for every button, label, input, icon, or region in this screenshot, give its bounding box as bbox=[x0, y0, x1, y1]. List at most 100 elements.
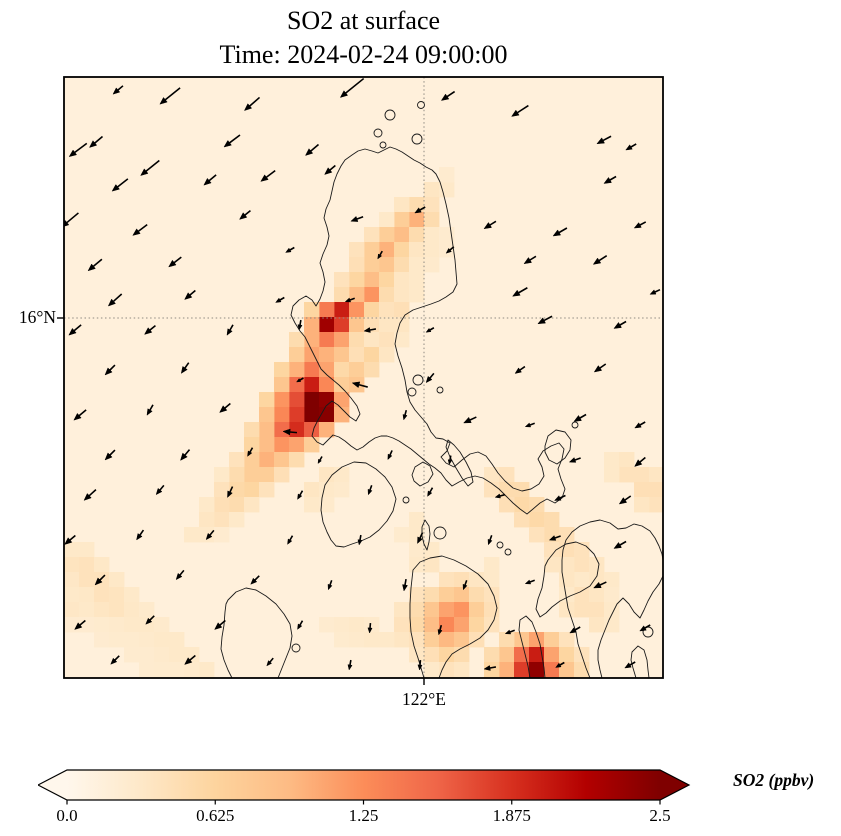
colorbar-tick-label: 1.875 bbox=[493, 806, 531, 825]
wind-arrow-head bbox=[367, 627, 373, 634]
wind-arrow-head bbox=[633, 222, 642, 229]
wind-arrow-head bbox=[111, 184, 120, 192]
wind-arrow-head bbox=[64, 219, 70, 227]
coastline bbox=[290, 146, 566, 515]
coastline bbox=[220, 587, 293, 678]
wind-arrow-shaft bbox=[145, 159, 160, 172]
wind-arrow-head bbox=[624, 662, 632, 669]
wind-arrow-head bbox=[285, 247, 292, 253]
wind-arrow-head bbox=[447, 459, 453, 466]
plot-content bbox=[64, 77, 663, 678]
wind-arrow-head bbox=[445, 247, 452, 254]
wind-arrow-head bbox=[427, 490, 433, 497]
wind-arrow-shaft bbox=[74, 142, 88, 154]
wind-arrow-shaft bbox=[419, 206, 426, 211]
wind-arrow-head bbox=[339, 90, 349, 98]
wind-arrow-shaft bbox=[599, 363, 607, 369]
wind-arrow-shaft bbox=[66, 212, 79, 224]
wind-arrow-shaft bbox=[114, 655, 120, 661]
wind-arrow-shaft bbox=[310, 143, 320, 152]
wind-arrow-shaft bbox=[88, 489, 97, 497]
coastline bbox=[320, 461, 397, 548]
wind-arrow-shaft bbox=[369, 328, 377, 331]
wind-arrow-shaft bbox=[529, 579, 535, 583]
wind-arrow-head bbox=[553, 495, 562, 501]
islet-coastline bbox=[379, 141, 387, 149]
coastline-layer bbox=[220, 101, 663, 678]
wind-arrow-shaft bbox=[139, 529, 145, 536]
wind-arrow-head bbox=[112, 87, 121, 95]
wind-arrow-shaft bbox=[619, 540, 627, 546]
wind-arrow-shaft bbox=[209, 529, 215, 536]
wind-arrow-shaft bbox=[159, 484, 165, 491]
islet-coastline bbox=[291, 643, 301, 653]
wind-arrow-head bbox=[317, 458, 322, 465]
wind-arrow-shaft bbox=[345, 77, 365, 94]
coastline bbox=[411, 461, 434, 487]
wind-arrow-shaft bbox=[489, 666, 497, 669]
wind-arrow-head bbox=[613, 542, 622, 549]
wind-arrow-head bbox=[537, 317, 546, 325]
wind-arrow-head bbox=[214, 622, 223, 630]
wind-arrow-shaft bbox=[558, 227, 568, 234]
wind-arrow-shaft bbox=[639, 221, 647, 226]
wind-arrow-head bbox=[463, 416, 472, 424]
coastline bbox=[445, 439, 474, 487]
wind-arrow-shaft bbox=[173, 256, 182, 264]
wind-arrow-head bbox=[107, 298, 116, 307]
wind-arrow-shaft bbox=[229, 486, 234, 493]
wind-arrow-shaft bbox=[299, 620, 304, 626]
wind-arrow-shaft bbox=[489, 535, 493, 541]
wind-arrow-shaft bbox=[439, 624, 443, 631]
wind-arrow-head bbox=[83, 493, 92, 501]
wind-arrow-head bbox=[548, 535, 557, 541]
wind-arrow-head bbox=[295, 378, 302, 383]
wind-arrow-shaft bbox=[517, 104, 529, 114]
wind-arrow-shaft bbox=[109, 364, 116, 371]
wind-arrows-layer bbox=[64, 77, 661, 671]
wind-arrow-head bbox=[603, 177, 612, 184]
islet-coastline bbox=[373, 128, 383, 138]
wind-arrow-head bbox=[568, 457, 577, 463]
wind-arrow-shaft bbox=[137, 223, 148, 232]
wind-arrow-head bbox=[74, 622, 83, 630]
wind-arrow-head bbox=[437, 629, 443, 636]
wind-arrow-head bbox=[132, 228, 141, 236]
wind-arrow-head bbox=[297, 324, 303, 331]
wind-arrow-shaft bbox=[112, 293, 123, 302]
wind-arrow-head bbox=[483, 665, 491, 671]
wind-arrow-head bbox=[350, 215, 359, 222]
wind-arrow-shaft bbox=[299, 319, 302, 326]
wind-arrow-shaft bbox=[224, 402, 231, 409]
wind-arrow-head bbox=[227, 490, 233, 499]
wind-arrow-head bbox=[297, 623, 303, 630]
colorbar-tick-label: 0.0 bbox=[56, 806, 77, 825]
wind-arrow-head bbox=[282, 428, 291, 436]
wind-arrow-head bbox=[618, 497, 628, 505]
wind-arrow-head bbox=[226, 328, 233, 336]
wind-arrow-head bbox=[494, 493, 501, 499]
wind-arrow-shaft bbox=[299, 490, 304, 496]
wind-arrow-shaft bbox=[179, 569, 185, 576]
wind-arrow-head bbox=[287, 538, 293, 545]
wind-arrow-head bbox=[146, 408, 153, 416]
wind-arrow-shaft bbox=[149, 324, 156, 331]
wind-arrow-head bbox=[297, 493, 303, 500]
coastline bbox=[409, 555, 498, 678]
wind-arrow-head bbox=[205, 532, 213, 541]
graticule-gridlines bbox=[64, 77, 663, 678]
islet-coastline bbox=[417, 101, 425, 109]
wind-arrow-shaft bbox=[579, 413, 587, 419]
wind-arrow-shaft bbox=[208, 174, 217, 182]
axes-border bbox=[63, 76, 664, 679]
wind-arrow-head bbox=[357, 539, 363, 546]
wind-arrow-head bbox=[425, 327, 432, 333]
wind-arrow-shaft bbox=[559, 494, 566, 499]
wind-arrow-head bbox=[363, 327, 371, 333]
wind-arrow-head bbox=[68, 149, 78, 158]
colorbar-label: SO2 (ppbv) bbox=[733, 770, 815, 790]
wind-arrow-head bbox=[140, 168, 149, 176]
wind-arrow-head bbox=[250, 577, 258, 585]
wind-arrow-shaft bbox=[244, 209, 251, 216]
wind-arrow-shaft bbox=[644, 624, 651, 629]
